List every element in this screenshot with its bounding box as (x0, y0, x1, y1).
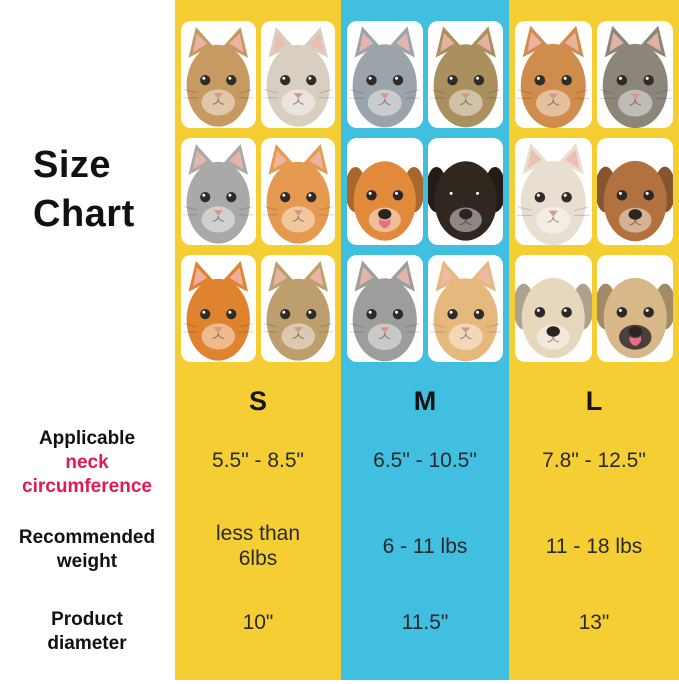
pet-photo-grid-s (181, 21, 335, 362)
gray-british-shorthair-cat-photo (347, 21, 423, 128)
diameter-value-l: 13" (578, 610, 610, 634)
cream-tabby-kitten-illustration (262, 27, 334, 127)
row-label-weight-line2: weight (56, 551, 118, 572)
neck-value-m: 6.5" - 10.5" (373, 448, 477, 472)
ragdoll-cat-photo (515, 138, 592, 245)
size-column-l: L 7.8" - 12.5" 11 - 18 lbs 13" (509, 0, 679, 680)
maine-coon-cat-illustration (598, 25, 672, 128)
cream-tabby-cat-photo (427, 255, 503, 362)
size-column-s: S 5.5" - 8.5" less than 6lbs 10" (175, 0, 341, 680)
havanese-dog-illustration (515, 277, 592, 359)
fluffy-brown-tabby-kitten-illustration (182, 27, 254, 127)
row-label-neck-line3: circumference (22, 476, 152, 497)
brown-tabby-kitten-photo (260, 255, 335, 362)
brown-tabby-cat-photo (427, 21, 503, 128)
page-title: Size Chart (33, 141, 135, 239)
row-label-diameter-line1: Product (51, 609, 123, 630)
row-label-weight-line1: Recommended (18, 527, 156, 548)
row-label-diameter-line2: diameter (47, 633, 127, 654)
gray-tabby-kitten-photo (181, 138, 256, 245)
cream-tabby-cat-illustration (429, 260, 502, 362)
neck-value-s: 5.5" - 8.5" (212, 448, 304, 472)
ginger-kitten-illustration (182, 261, 254, 361)
havanese-dog-photo (515, 255, 592, 362)
weight-value-m: 6 - 11 lbs (382, 534, 468, 558)
orange-tabby-kitten-illustration (262, 144, 334, 244)
brown-tabby-kitten-illustration (262, 261, 334, 361)
row-label-neck-line1: Applicable (38, 428, 136, 449)
orange-tabby-kitten-photo (260, 138, 335, 245)
size-letter-l: L (585, 385, 603, 416)
gray-tabby-kitten-illustration (182, 144, 254, 244)
size-letter-s: S (248, 385, 267, 416)
pug-dog-photo (596, 255, 673, 362)
maine-coon-cat-photo (596, 21, 673, 128)
row-label-recommended-weight: Recommended weight (0, 526, 174, 574)
brown-poodle-dog-illustration (596, 160, 673, 242)
gray-british-shorthair-cat-illustration (348, 26, 421, 128)
chihuahua-dog-photo (427, 138, 503, 245)
diameter-value-m: 11.5" (401, 610, 449, 634)
pomeranian-dog-photo (347, 138, 423, 245)
diameter-value-s: 10" (242, 610, 274, 634)
weight-value-l: 11 - 18 lbs (545, 534, 643, 558)
page-title-line2: Chart (33, 193, 135, 235)
fluffy-brown-tabby-kitten-photo (181, 21, 256, 128)
brown-tabby-cat-illustration (429, 26, 502, 128)
page-title-line1: Size (33, 144, 112, 186)
pet-photo-grid-l (515, 21, 673, 362)
pet-photo-grid-m (347, 21, 503, 362)
brown-poodle-dog-photo (596, 138, 673, 245)
chihuahua-dog-illustration (427, 161, 503, 241)
weight-value-s: less than 6lbs (215, 522, 301, 570)
size-letter-m: M (413, 385, 437, 416)
row-label-neck-circumference: Applicable neck circumference (0, 427, 174, 499)
cream-tabby-kitten-photo (260, 21, 335, 128)
row-label-product-diameter: Product diameter (0, 608, 174, 656)
neck-value-l: 7.8" - 12.5" (542, 448, 646, 472)
ginger-kitten-photo (181, 255, 256, 362)
gray-tabby-cat-photo (347, 255, 423, 362)
pomeranian-dog-illustration (347, 161, 423, 241)
ginger-longhair-cat-illustration (516, 25, 590, 128)
ragdoll-cat-illustration (516, 142, 590, 245)
pug-dog-illustration (596, 277, 673, 359)
size-column-m: M 6.5" - 10.5" 6 - 11 lbs 11.5" (341, 0, 509, 680)
gray-tabby-cat-illustration (348, 260, 421, 362)
ginger-longhair-cat-photo (515, 21, 592, 128)
row-label-neck-line2: neck (65, 452, 109, 473)
